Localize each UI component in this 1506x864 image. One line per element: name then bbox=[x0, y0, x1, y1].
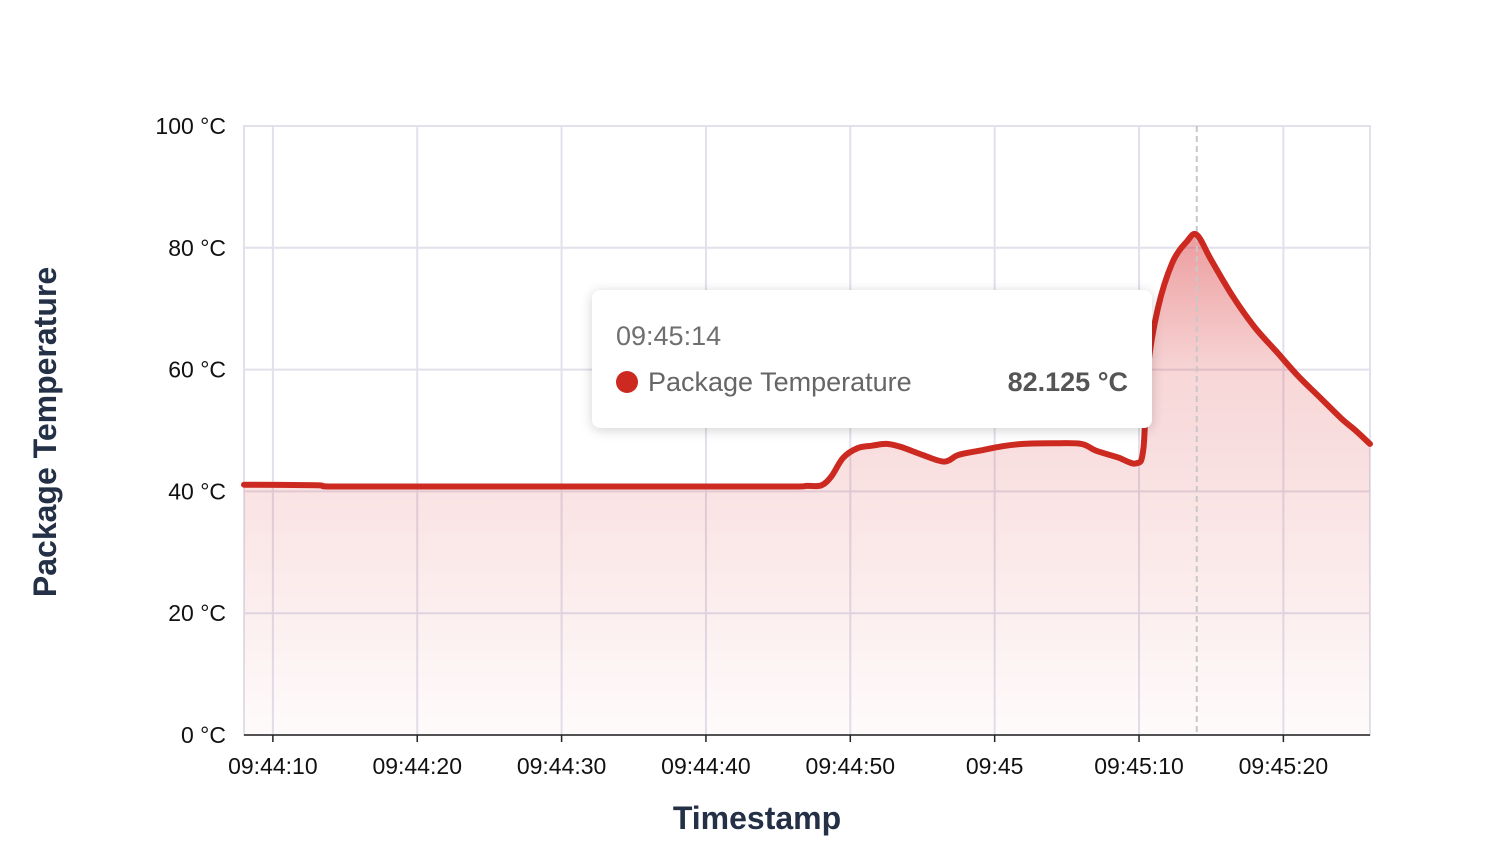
series-area-layer bbox=[244, 233, 1370, 735]
series-line-layer[interactable] bbox=[241, 231, 1373, 490]
y-tick-label: 0 °C bbox=[181, 722, 226, 748]
x-tick-label: 09:44:50 bbox=[806, 753, 896, 779]
x-tick-label: 09:44:40 bbox=[661, 753, 751, 779]
y-tick-label: 60 °C bbox=[168, 357, 226, 383]
y-axis-title: Package Temperature bbox=[27, 267, 63, 597]
series-area bbox=[244, 233, 1370, 735]
x-tick-label: 09:45 bbox=[966, 753, 1024, 779]
x-tick-label: 09:45:20 bbox=[1239, 753, 1329, 779]
x-axis-title: Timestamp bbox=[673, 800, 841, 836]
tooltip-time: 09:45:14 bbox=[616, 321, 722, 351]
y-tick-label: 80 °C bbox=[168, 235, 226, 261]
chart-tooltip: 09:45:14 Package Temperature 82.125 °C bbox=[592, 290, 1152, 428]
tooltip-series-name: Package Temperature bbox=[648, 367, 912, 397]
tooltip-series-row: Package Temperature 82.125 °C bbox=[616, 364, 1128, 400]
x-axis-ticks: 09:44:10 09:44:20 09:44:30 09:44:40 09:44:50… bbox=[228, 735, 1328, 779]
y-tick-label: 20 °C bbox=[168, 600, 226, 626]
series-line[interactable] bbox=[241, 231, 1373, 490]
y-tick-label: 40 °C bbox=[168, 478, 226, 504]
x-tick-label: 09:44:20 bbox=[372, 753, 462, 779]
x-tick-label: 09:44:10 bbox=[228, 753, 318, 779]
series-color-dot-icon bbox=[616, 371, 638, 393]
y-tick-label: 100 °C bbox=[155, 113, 226, 139]
x-tick-label: 09:45:10 bbox=[1094, 753, 1184, 779]
x-tick-label: 09:44:30 bbox=[517, 753, 607, 779]
tooltip-value: 82.125 °C bbox=[1007, 367, 1128, 397]
y-axis-ticks: 0 °C 20 °C 40 °C 60 °C 80 °C 100 °C bbox=[155, 113, 226, 748]
